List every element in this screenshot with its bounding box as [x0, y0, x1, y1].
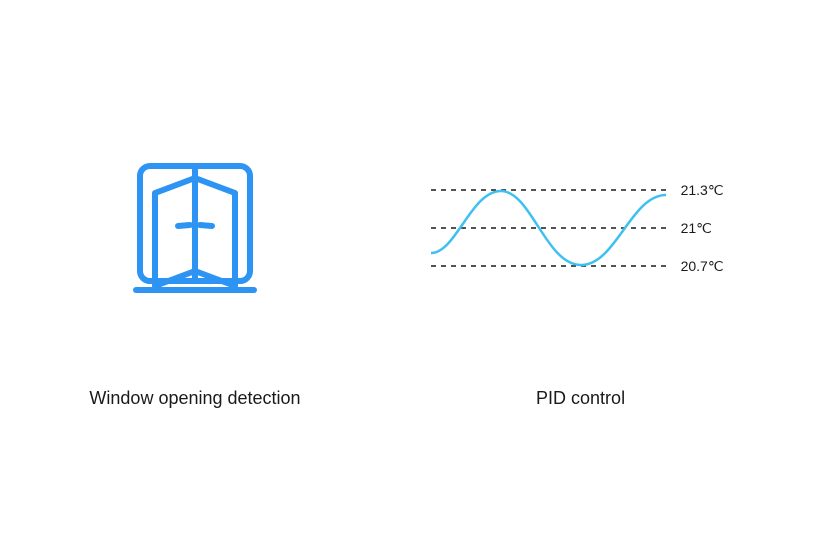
feature-window-detection: Window opening detection — [89, 158, 300, 409]
window-caption: Window opening detection — [89, 388, 300, 409]
pid-y-labels: 21.3℃ 21℃ 20.7℃ — [681, 183, 724, 273]
pid-label-mid: 21℃ — [681, 221, 724, 235]
pid-wave-curve — [431, 191, 666, 265]
pid-label-top: 21.3℃ — [681, 183, 724, 197]
pid-chart: 21.3℃ 21℃ 20.7℃ — [431, 183, 666, 273]
feature-container: Window opening detection 21.3℃ 21℃ — [0, 0, 820, 546]
feature-pid-control: 21.3℃ 21℃ 20.7℃ PID control — [431, 158, 731, 409]
window-open-icon — [130, 158, 260, 298]
pid-chart-svg — [431, 183, 666, 273]
pid-chart-area: 21.3℃ 21℃ 20.7℃ — [431, 158, 731, 298]
pid-caption: PID control — [536, 388, 625, 409]
pid-label-bottom: 20.7℃ — [681, 259, 724, 273]
window-icon-area — [95, 158, 295, 298]
